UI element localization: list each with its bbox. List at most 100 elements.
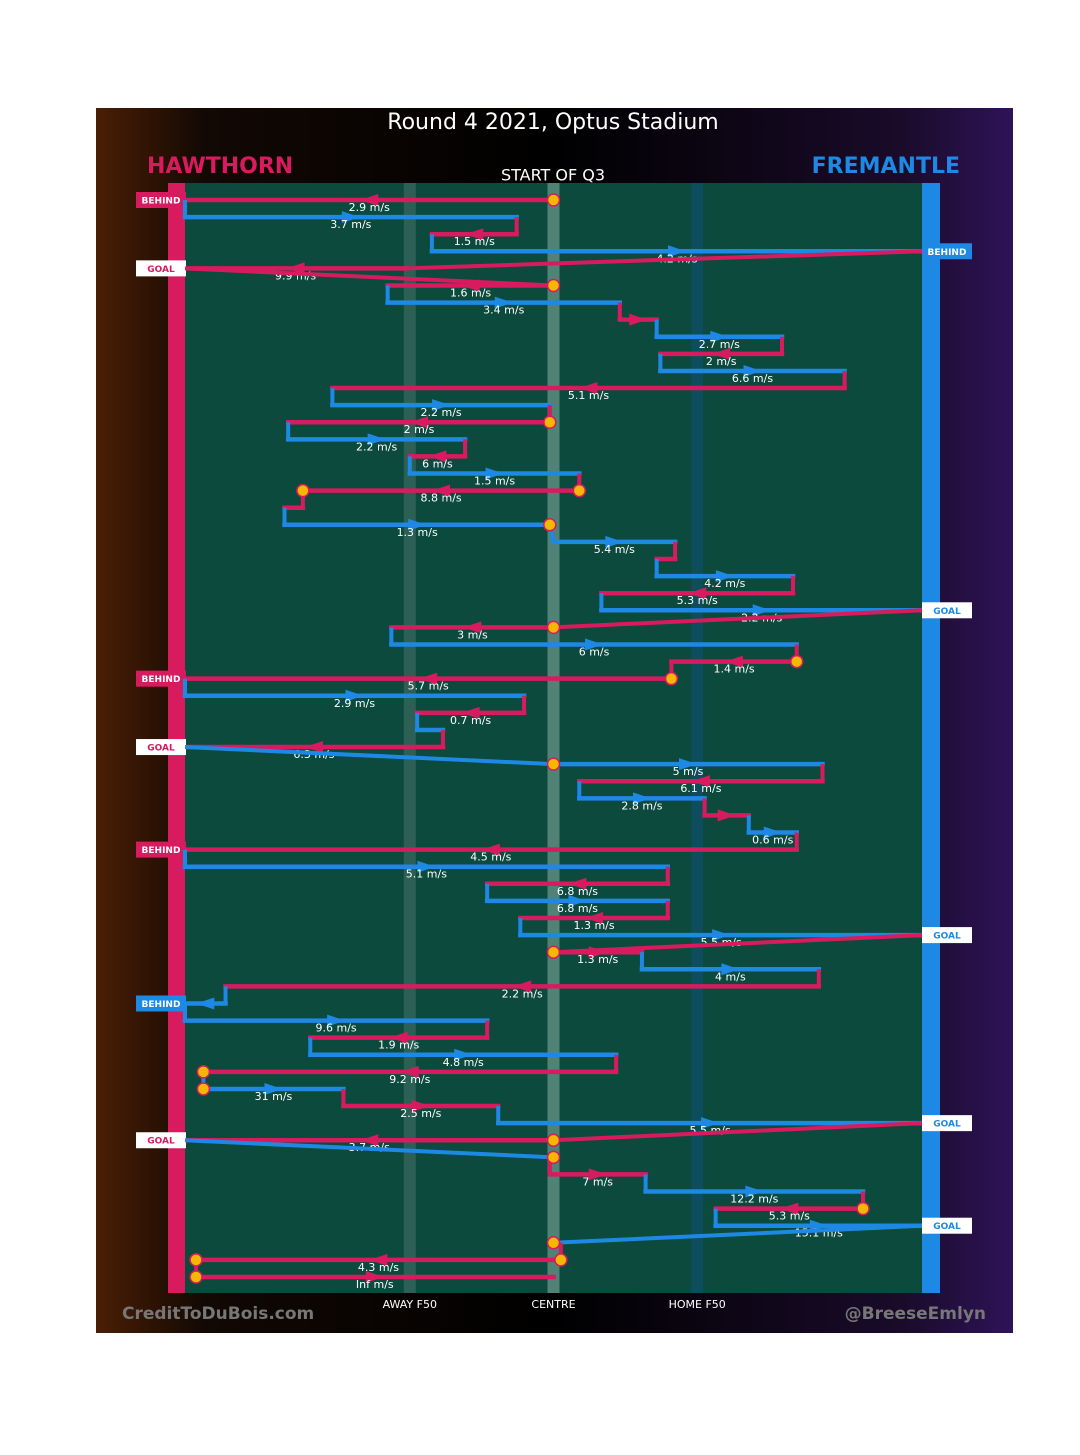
arrow [432,484,451,497]
credit: @BreeseEmlyn [845,1304,986,1324]
speed-label: 4.2 m/s [704,577,745,590]
away-team-bar [922,183,940,1293]
x-tick-label: AWAY F50 [383,1298,437,1311]
stoppage [546,1133,561,1147]
arrow [588,946,607,959]
arrow [579,382,598,395]
result-label: BEHIND [928,248,967,258]
arrow [360,194,379,206]
speed-label: 2.2 m/s [356,440,397,453]
arrow [745,1185,764,1198]
arrow [461,706,480,719]
speed-label: 5.3 m/s [677,594,718,607]
arrow [400,1065,419,1078]
result-label: GOAL [933,932,961,942]
arrow [481,843,500,856]
result-box [136,995,186,1012]
result-label: GOAL [147,265,175,275]
arrow [585,638,604,651]
x-tick-label: HOME F50 [669,1298,726,1311]
stoppage [554,1253,568,1267]
arrow [417,860,436,873]
arrow [485,467,504,480]
stoppage [543,518,557,532]
arrow [717,809,736,822]
stoppage [196,1082,211,1096]
speed-label: 7 m/s [582,1175,613,1188]
arrow [513,980,532,993]
stoppage [546,945,561,959]
arrow [286,262,305,275]
speed-label: 1.9 m/s [378,1039,419,1052]
speed-label: 9.6 m/s [316,1022,357,1035]
arrow [712,929,731,942]
speed-label: 1.5 m/s [454,235,495,248]
stoppage [546,1150,561,1165]
stoppage [546,193,561,207]
stoppage [546,757,561,771]
arrow [304,741,323,754]
speed-label: 5.7 m/s [408,680,449,693]
speed-label: 5.1 m/s [568,389,609,402]
arrow [752,604,771,617]
speed-label: 6 m/s [579,645,610,658]
team-name: HAWTHORN [147,154,293,179]
arrow [715,570,734,583]
result-box [136,260,186,277]
stoppage [196,1065,211,1079]
speed-label: 1.3 m/s [577,953,618,966]
arrow [667,245,686,258]
speed-label: 1.3 m/s [397,526,438,539]
speed-label: 6.1 m/s [680,782,721,795]
result-box [922,927,972,944]
connector [184,266,554,288]
speed-label: 2.9 m/s [349,201,390,214]
arrow [712,347,731,360]
arrow [365,1271,384,1283]
speed-label: 2 m/s [404,423,435,436]
result-label: BEHIND [142,197,181,207]
speed-label: 5.3 m/s [769,1210,810,1223]
stoppage [296,483,310,498]
speed-label: 1.6 m/s [450,286,491,299]
field-stripe [403,183,416,1293]
arrow [494,296,513,309]
stoppage [572,483,587,498]
arrow [411,1100,430,1113]
arrow [691,775,710,788]
speed-label: 12.2 m/s [730,1193,778,1206]
speed-label: 2.9 m/s [334,697,375,710]
arrow [419,672,438,685]
arrow [568,894,587,907]
speed-label: 5 m/s [673,765,704,778]
speed-label: 1.5 m/s [474,475,515,488]
speed-label: 6 m/s [422,457,453,470]
speed-label: 4.5 m/s [470,851,511,864]
connector [553,1121,923,1143]
arrow [196,997,215,1010]
arrow [710,330,729,343]
result-label: GOAL [147,1137,175,1147]
arrow [327,1014,346,1027]
arrow [360,1134,379,1147]
team-name: FREMANTLE [812,154,960,179]
subtitle: START OF Q3 [501,166,605,185]
arrow [432,399,451,412]
arrow [454,1048,473,1061]
arrow [632,792,651,805]
speed-label: 8.8 m/s [421,492,462,505]
arrow [721,963,740,976]
speed-label: 5.4 m/s [594,543,635,556]
arrow [568,877,587,890]
field-stripe [691,183,704,1293]
credit: CreditToDuBois.com [122,1304,314,1324]
speed-label: 0.7 m/s [450,714,491,727]
speed-label: 2.5 m/s [400,1107,441,1120]
arrow [369,1253,388,1266]
connector [184,745,554,767]
chart-title: Round 4 2021, Optus Stadium [387,110,718,135]
arrow [725,655,744,668]
speed-label: Inf m/s [356,1278,394,1291]
arrow [780,1202,799,1215]
